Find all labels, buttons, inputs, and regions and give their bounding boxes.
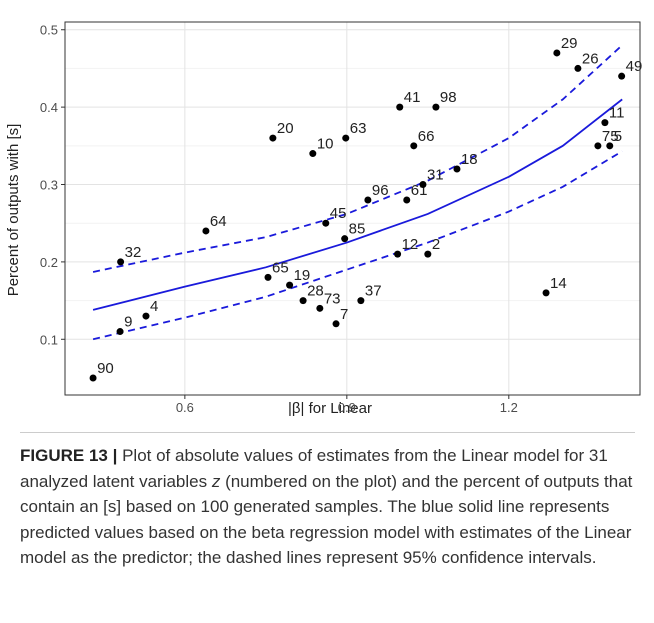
point-label: 11 bbox=[609, 105, 625, 122]
point-label: 7 bbox=[340, 306, 348, 323]
point bbox=[432, 103, 440, 111]
point bbox=[424, 250, 432, 258]
point-label: 32 bbox=[125, 244, 142, 261]
point-label: 66 bbox=[418, 128, 435, 145]
point bbox=[419, 181, 427, 189]
point bbox=[89, 374, 97, 382]
point bbox=[269, 134, 277, 142]
point-label: 20 bbox=[277, 120, 294, 137]
point-label: 73 bbox=[324, 290, 341, 307]
confidence-line bbox=[92, 44, 623, 273]
point bbox=[142, 312, 150, 320]
caption-variable: z bbox=[211, 471, 221, 491]
chart: |β| for Linear Percent of outputs with [… bbox=[5, 21, 643, 417]
caption-text: (numbered on the plot) and the percent o… bbox=[20, 471, 633, 568]
plot-background bbox=[65, 22, 640, 395]
point-label: 29 bbox=[561, 35, 578, 52]
point bbox=[116, 328, 124, 336]
point bbox=[618, 72, 626, 80]
point-label: 12 bbox=[402, 236, 419, 253]
y-tick-label: 0.1 bbox=[40, 332, 58, 347]
point bbox=[403, 196, 411, 204]
point bbox=[396, 103, 404, 111]
point bbox=[286, 281, 294, 289]
point bbox=[316, 304, 324, 312]
point-label: 26 bbox=[582, 50, 599, 67]
point-label: 85 bbox=[349, 221, 366, 238]
point bbox=[453, 165, 461, 173]
point-label: 19 bbox=[294, 267, 311, 284]
point-label: 96 bbox=[372, 182, 389, 199]
x-tick-label: 0.6 bbox=[176, 400, 194, 415]
point bbox=[394, 250, 402, 258]
point bbox=[309, 150, 317, 158]
point-label: 4 bbox=[150, 298, 158, 315]
point-label: 28 bbox=[307, 283, 324, 300]
point bbox=[342, 134, 350, 142]
point bbox=[117, 258, 125, 266]
point bbox=[364, 196, 372, 204]
point bbox=[553, 49, 561, 57]
x-axis-label: |β| for Linear bbox=[288, 400, 372, 417]
point bbox=[202, 227, 210, 235]
x-tick-label: 0.9 bbox=[338, 400, 356, 415]
y-tick-label: 0.2 bbox=[40, 255, 58, 270]
point-label: 65 bbox=[272, 259, 289, 276]
point bbox=[341, 235, 349, 243]
point-label: 18 bbox=[461, 151, 478, 168]
y-tick-label: 0.3 bbox=[40, 178, 58, 193]
point-label: 49 bbox=[626, 58, 643, 75]
point bbox=[594, 142, 602, 150]
point-label: 2 bbox=[432, 236, 440, 253]
point-label: 90 bbox=[97, 360, 114, 377]
point-label: 5 bbox=[614, 128, 622, 145]
point bbox=[410, 142, 418, 150]
point-label: 64 bbox=[210, 213, 227, 230]
y-tick-label: 0.5 bbox=[40, 23, 58, 38]
fit-line bbox=[92, 98, 623, 311]
caption: FIGURE 13 | Plot of absolute values of e… bbox=[20, 432, 635, 571]
point-label: 98 bbox=[440, 89, 457, 106]
point bbox=[357, 297, 365, 305]
confidence-line bbox=[92, 150, 623, 341]
point-label: 37 bbox=[365, 283, 382, 300]
caption-text: Plot of absolute values of estimates fro… bbox=[20, 446, 608, 491]
point bbox=[574, 64, 582, 72]
point-label: 45 bbox=[330, 205, 347, 222]
plot-border bbox=[64, 21, 641, 396]
point bbox=[606, 142, 614, 150]
point bbox=[601, 119, 609, 127]
point bbox=[264, 273, 272, 281]
point bbox=[332, 320, 340, 328]
point bbox=[322, 219, 330, 227]
y-axis-label: Percent of outputs with [s] bbox=[5, 124, 22, 297]
point bbox=[299, 297, 307, 305]
caption-label: FIGURE 13 | bbox=[20, 446, 118, 465]
point-label: 75 bbox=[602, 128, 619, 145]
point-label: 10 bbox=[317, 136, 334, 153]
point-label: 31 bbox=[427, 167, 444, 184]
y-tick-label: 0.4 bbox=[40, 100, 58, 115]
point-label: 41 bbox=[404, 89, 421, 106]
point-label: 14 bbox=[550, 275, 567, 292]
point-label: 9 bbox=[124, 314, 132, 331]
x-tick-label: 1.2 bbox=[500, 400, 518, 415]
point-label: 63 bbox=[350, 120, 367, 137]
point bbox=[542, 289, 550, 297]
